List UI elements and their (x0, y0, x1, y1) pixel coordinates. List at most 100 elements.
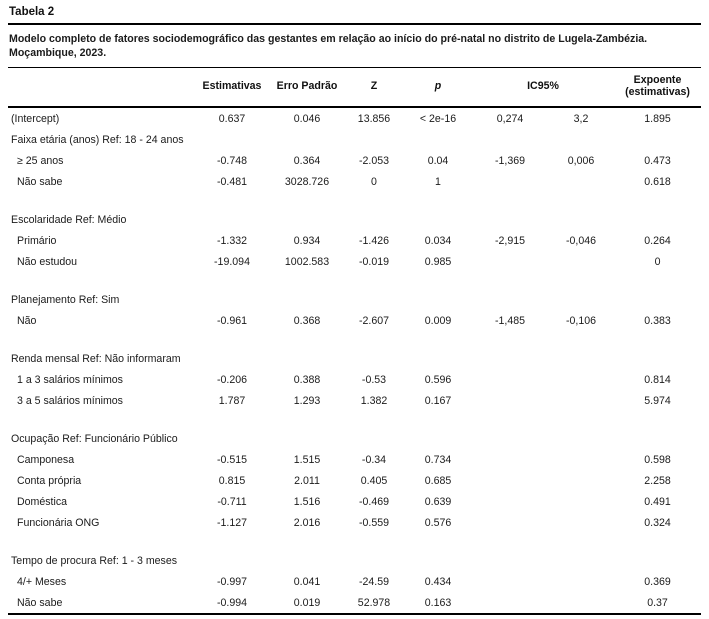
cell-ic95_lower (472, 470, 548, 491)
cell-z: -24.59 (358, 575, 390, 588)
column-header-p: p (434, 79, 442, 92)
cell-p: 0.167 (424, 394, 452, 407)
cell-estimativas: -0.994 (216, 596, 248, 609)
row-label: Doméstica (17, 495, 68, 508)
column-header-expoente: Expoente (estimativas) (625, 73, 690, 99)
row-label: Primário (17, 234, 57, 247)
cell-p: 0.596 (424, 373, 452, 386)
cell-expoente: 0.264 (644, 234, 671, 247)
cell-erro_padrao: 1.516 (293, 495, 321, 508)
cell-expoente: 0.324 (644, 516, 671, 529)
cell-expoente: 0.598 (644, 453, 671, 466)
cell-ic95_upper (548, 171, 614, 192)
cell-erro_padrao: 0.019 (293, 596, 321, 609)
table-row: Não -0.961 0.368 -2.607 0.009 -1,485 -0,106 0.3… (8, 310, 701, 331)
cell-z: -0.53 (361, 373, 387, 386)
cell-estimativas: -0.711 (217, 495, 247, 508)
column-header-variable (8, 67, 194, 107)
table-row: 1 a 3 salários mínimos -0.206 0.388 -0.53 0.… (8, 369, 701, 390)
spacer-row (8, 272, 701, 289)
cell-expoente: 0.618 (644, 175, 671, 188)
cell-ic95_upper: -0,046 (565, 234, 597, 247)
cell-estimativas: 0.815 (218, 474, 246, 487)
table-header-row: Estimativas Erro Padrão Z p IC95% Expoen… (8, 67, 702, 107)
cell-expoente: 0.814 (644, 373, 671, 386)
table-row: (Intercept) 0.637 0.046 13.856 < 2e-16 0,274 3… (8, 107, 701, 129)
cell-p: 0.685 (424, 474, 452, 487)
row-label: Não estudou (17, 255, 78, 268)
cell-erro_padrao: 1002.583 (284, 255, 330, 268)
cell-estimativas: 1.787 (218, 394, 246, 407)
cell-ic95_upper (548, 470, 614, 491)
spacer-cell (8, 331, 701, 348)
cell-estimativas: -19.094 (214, 255, 250, 268)
cell-erro_padrao: 1.293 (293, 394, 321, 407)
table-row: Conta própria 0.815 2.011 0.405 0.685 2.258 (8, 470, 701, 491)
table-row: Primário -1.332 0.934 -1.426 0.034 -2,915 -0,0… (8, 230, 701, 251)
spacer-cell (8, 272, 701, 289)
cell-erro_padrao: 0.934 (293, 234, 321, 247)
cell-erro_padrao: 0.368 (293, 314, 321, 327)
cell-erro_padrao: 0.046 (293, 112, 321, 125)
group-row: Planejamento Ref: Sim (8, 289, 701, 310)
table-row: Não estudou -19.094 1002.583 -0.019 0.985 0 (8, 251, 701, 272)
cell-expoente: 0.369 (644, 575, 671, 588)
cell-ic95_lower (472, 512, 548, 533)
spacer-cell (8, 192, 701, 209)
cell-erro_padrao: 2.011 (294, 474, 320, 487)
group-row: Ocupação Ref: Funcionário Público (8, 428, 701, 449)
cell-p: < 2e-16 (419, 112, 457, 125)
cell-z: -0.559 (358, 516, 390, 529)
cell-erro_padrao: 3028.726 (284, 175, 330, 188)
row-label: 3 a 5 salários mínimos (17, 394, 123, 407)
cell-estimativas: -0.997 (216, 575, 248, 588)
cell-ic95_upper (548, 512, 614, 533)
cell-ic95_lower: -1,485 (494, 314, 526, 327)
cell-ic95_upper (548, 449, 614, 470)
cell-z: 1.382 (360, 394, 388, 407)
cell-ic95_upper (548, 390, 614, 411)
cell-ic95_lower (472, 369, 548, 390)
row-label: Não sabe (17, 596, 63, 609)
cell-z: 52.978 (357, 596, 391, 609)
group-label: Ocupação Ref: Funcionário Público (11, 432, 178, 445)
table-row: 3 a 5 salários mínimos 1.787 1.293 1.382 0.1… (8, 390, 701, 411)
cell-ic95_upper: -0,106 (565, 314, 597, 327)
cell-z: -2.607 (358, 314, 390, 327)
cell-ic95_upper (548, 491, 614, 512)
cell-ic95_lower (472, 390, 548, 411)
cell-p: 0.163 (424, 596, 452, 609)
cell-p: 0.034 (424, 234, 452, 247)
cell-estimativas: -0.515 (216, 453, 248, 466)
spacer-cell (8, 411, 701, 428)
cell-estimativas: 0.637 (218, 112, 246, 125)
group-label: Planejamento Ref: Sim (11, 293, 120, 306)
row-label: 4/+ Meses (17, 575, 67, 588)
spacer-row (8, 331, 701, 348)
cell-ic95_lower: -2,915 (494, 234, 526, 247)
results-table: Estimativas Erro Padrão Z p IC95% Expoen… (8, 67, 702, 615)
group-row: Faixa etária (anos) Ref: 18 - 24 anos (8, 129, 701, 150)
cell-estimativas: -0.206 (216, 373, 248, 386)
cell-p: 0.639 (424, 495, 452, 508)
cell-p: 0.04 (427, 154, 449, 167)
group-label: Renda mensal Ref: Não informaram (11, 352, 181, 365)
column-header-z: Z (370, 79, 378, 92)
row-label: Não (17, 314, 37, 327)
cell-p: 0.009 (424, 314, 452, 327)
table-row: Não sabe -0.994 0.019 52.978 0.163 0.37 (8, 592, 701, 614)
cell-estimativas: -1.332 (216, 234, 248, 247)
cell-expoente: 5.974 (644, 394, 671, 407)
cell-expoente: 0.491 (644, 495, 671, 508)
group-row: Tempo de procura Ref: 1 - 3 meses (8, 550, 701, 571)
cell-z: 13.856 (357, 112, 391, 125)
table-body: (Intercept) 0.637 0.046 13.856 < 2e-16 0,274 3… (8, 107, 701, 614)
cell-erro_padrao: 2.016 (293, 516, 321, 529)
cell-ic95_upper (548, 251, 614, 272)
cell-p: 0.985 (424, 255, 452, 268)
spacer-row (8, 411, 701, 428)
group-row: Escolaridade Ref: Médio (8, 209, 701, 230)
cell-z: -1.426 (358, 234, 390, 247)
group-label: Escolaridade Ref: Médio (11, 213, 127, 226)
